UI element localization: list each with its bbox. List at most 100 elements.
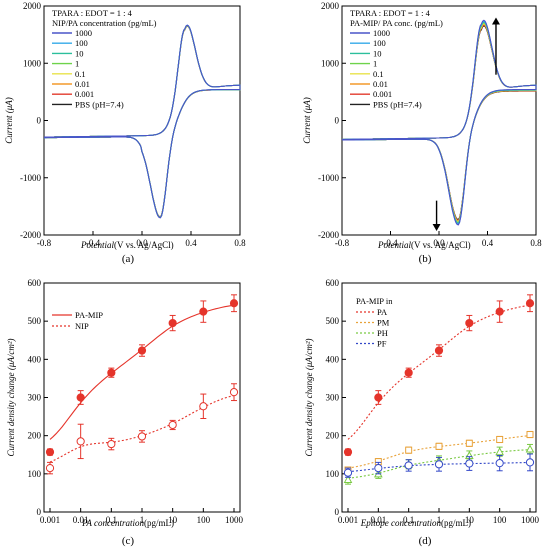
fit-line-PA: [347, 304, 531, 440]
data-point: [137, 432, 147, 441]
cv-curve-0.001: [342, 24, 537, 221]
x-tick-label: 0.1: [403, 515, 414, 525]
data-point: [404, 461, 413, 470]
series-PA: [343, 294, 535, 457]
x-tick-label: 0.1: [106, 515, 117, 525]
data-point: [465, 318, 474, 328]
data-point: [343, 475, 353, 484]
y-tick-label: 2000: [23, 1, 42, 11]
cv-curve-PBS (pH=7.4): [44, 25, 241, 218]
x-tick-label: 0.01: [370, 515, 386, 525]
x-tick-label: 0.8: [530, 238, 542, 248]
legend-label-PBS (pH=7.4): PBS (pH=7.4): [373, 99, 422, 109]
panel-label: (a): [122, 253, 135, 265]
x-axis-label-unit: (V vs. Ag/AgCl): [411, 240, 471, 250]
x-tick-label: 0.01: [73, 515, 89, 525]
plot-frame: [43, 282, 241, 513]
x-tick-label: -0.8: [37, 238, 52, 248]
y-tick-label: 1000: [321, 58, 340, 68]
x-tick-label: 100: [197, 515, 211, 525]
legend-label-PM: PM: [377, 318, 390, 328]
data-point: [495, 459, 504, 468]
cv-curve-10: [342, 21, 537, 224]
data-point: [526, 431, 534, 439]
cv-curve-0.001: [44, 25, 241, 218]
x-tick-label: 0.001: [338, 515, 358, 525]
y-tick-label: 200: [326, 431, 340, 441]
data-point: [199, 402, 208, 411]
legend-label-1: 1: [75, 59, 79, 69]
legend-label-10: 10: [75, 48, 84, 58]
cv-curve-0.1: [342, 22, 537, 223]
data-point: [168, 420, 177, 430]
y-tick-label: 0: [335, 507, 340, 517]
cv-curve-10: [44, 24, 241, 219]
x-axis-label-unit: (V vs. Ag/AgCl): [114, 240, 174, 250]
y-tick-label: 400: [28, 354, 42, 364]
legend-label-0.001: 0.001: [373, 89, 392, 99]
y-tick-label: 500: [28, 316, 42, 326]
legend-label-PA-MIP: PA-MIP: [75, 310, 103, 320]
cv-curve-PBS (pH=7.4): [342, 25, 537, 221]
legend-label-PH: PH: [377, 328, 388, 338]
data-point: [168, 318, 177, 328]
y-tick-label: 0: [37, 507, 42, 517]
cv-curve-0.1: [44, 24, 241, 218]
legend-label-0.01: 0.01: [373, 79, 388, 89]
x-axis-label: PA concentration: [81, 518, 144, 528]
data-point: [495, 307, 504, 316]
data-point: [45, 447, 55, 457]
legend-label-0.001: 0.001: [75, 89, 94, 99]
x-axis-label-unit: (pg/mL): [144, 518, 174, 528]
y-tick-label: 300: [326, 393, 340, 403]
data-point: [374, 393, 383, 402]
x-tick-label: -0.8: [335, 238, 350, 248]
panel-a: -0.8 -0.4 0.0 0.4 0.8 -2000 -1000 0 1000 2000 Pote…: [4, 1, 246, 265]
legend-label-100: 100: [75, 38, 88, 48]
x-tick-label: 100: [493, 515, 507, 525]
legend-label-PA: PA: [377, 307, 388, 317]
y-tick-label: -1000: [318, 173, 339, 183]
data-point: [343, 468, 353, 477]
data-point: [76, 437, 85, 446]
plot-frame: [43, 5, 241, 236]
y-tick-label: 500: [326, 316, 340, 326]
legend-label-NIP: NIP: [75, 321, 89, 331]
cv-curve-1: [342, 22, 537, 224]
x-tick-label: 0.0: [136, 238, 148, 248]
y-tick-label: 2000: [321, 1, 340, 11]
y-axis-label: Current (μA): [4, 97, 14, 143]
x-tick-label: 1: [140, 515, 145, 525]
cv-curve-1: [44, 24, 241, 218]
legend-title: TPARA : EDOT = 1 : 4: [350, 8, 431, 18]
panel-label: (b): [419, 253, 432, 265]
data-point: [405, 446, 413, 454]
data-point: [229, 299, 239, 308]
x-tick-label: 10: [168, 515, 178, 525]
panel-label: (c): [122, 535, 135, 547]
plot-frame: [341, 282, 537, 513]
data-point: [45, 464, 55, 473]
legend-label-0.01: 0.01: [75, 79, 90, 89]
data-point: [343, 447, 353, 457]
data-point: [434, 346, 444, 355]
x-axis-label: Potential: [80, 240, 114, 250]
data-point: [525, 458, 535, 467]
legend-label-PBS (pH=7.4): PBS (pH=7.4): [75, 99, 124, 109]
y-tick-label: 0: [37, 116, 42, 126]
x-tick-label: 0.4: [482, 238, 494, 248]
data-point: [107, 439, 116, 449]
y-tick-label: -1000: [20, 173, 41, 183]
legend-subtitle: PA-MIP/ PA conc. (pg/mL): [350, 18, 443, 28]
data-point: [76, 393, 85, 402]
y-tick-label: 600: [326, 278, 340, 288]
y-axis-label: Current density change (μA/cm²): [304, 338, 314, 456]
legend-label-1: 1: [373, 59, 377, 69]
legend-title: PA-MIP in: [356, 296, 393, 306]
x-tick-label: 0.4: [185, 238, 197, 248]
plot-frame: [341, 5, 537, 236]
cv-curve-1000: [44, 24, 241, 219]
series-NIP: [45, 383, 239, 475]
data-point: [374, 464, 383, 473]
legend-label-0.1: 0.1: [75, 69, 86, 79]
